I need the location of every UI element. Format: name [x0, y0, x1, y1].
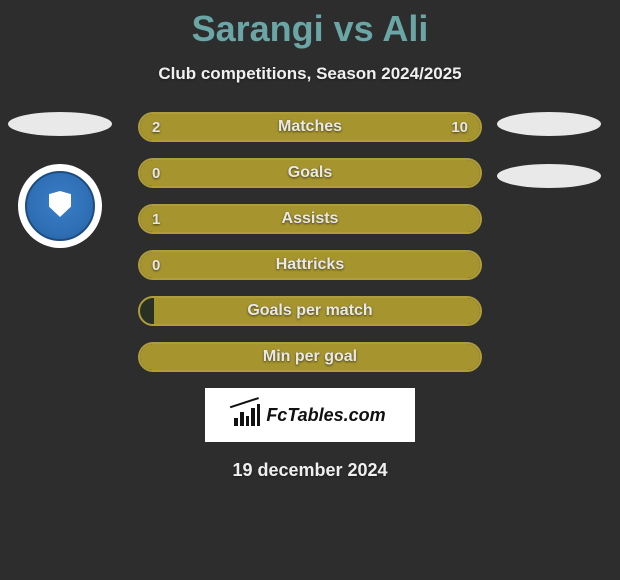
page-subtitle: Club competitions, Season 2024/2025 [0, 64, 620, 84]
page-title: Sarangi vs Ali [0, 0, 620, 50]
stat-label: Assists [140, 206, 480, 232]
shield-icon [49, 191, 71, 217]
stat-row: Assists1 [138, 204, 482, 234]
stat-label: Goals [140, 160, 480, 186]
stat-bars-container: Matches210Goals0Assists1Hattricks0Goals … [138, 112, 482, 372]
brand-text: FcTables.com [266, 405, 385, 426]
stat-value-left: 0 [152, 160, 160, 186]
stat-value-left: 0 [152, 252, 160, 278]
stat-row: Goals per match [138, 296, 482, 326]
comparison-content: Matches210Goals0Assists1Hattricks0Goals … [0, 112, 620, 372]
stat-label: Goals per match [140, 298, 480, 324]
bar-chart-icon [234, 404, 260, 426]
stat-label: Matches [140, 114, 480, 140]
brand-box[interactable]: FcTables.com [205, 388, 415, 442]
left-club-badge [18, 164, 102, 248]
jamshedpur-fc-badge [25, 171, 95, 241]
stat-row: Min per goal [138, 342, 482, 372]
stat-value-right: 10 [451, 114, 468, 140]
stat-value-left: 2 [152, 114, 160, 140]
right-player-avatar-placeholder [497, 112, 601, 136]
stat-value-left: 1 [152, 206, 160, 232]
stat-row: Matches2 10 [138, 112, 482, 142]
stat-row: Hattricks0 [138, 250, 482, 280]
right-player-col [497, 112, 612, 188]
left-player-col [8, 112, 123, 248]
date-text: 19 december 2024 [0, 460, 620, 481]
right-club-badge-placeholder [497, 164, 601, 188]
left-player-avatar-placeholder [8, 112, 112, 136]
stat-row: Goals0 [138, 158, 482, 188]
stat-label: Hattricks [140, 252, 480, 278]
stat-label: Min per goal [140, 344, 480, 370]
